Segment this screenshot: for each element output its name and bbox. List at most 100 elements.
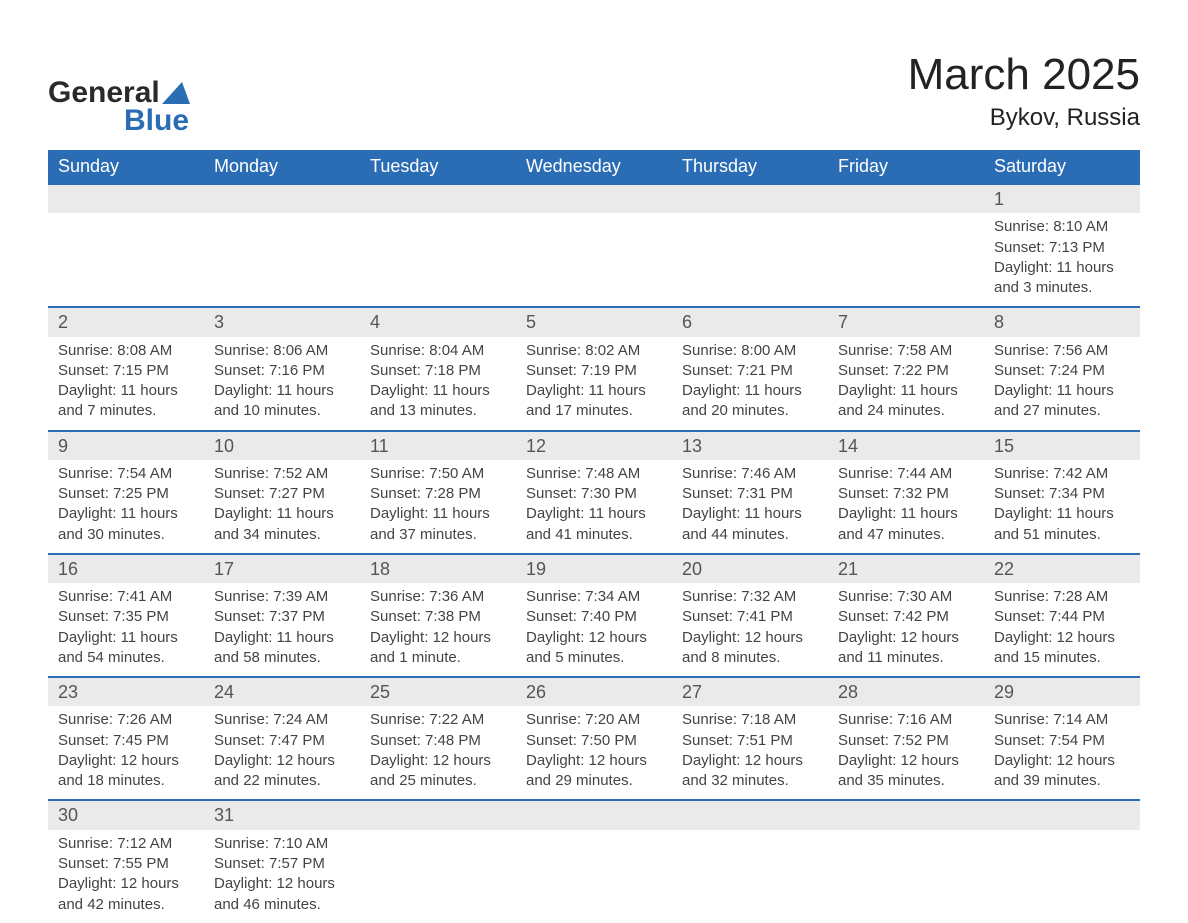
daylight-text: Daylight: 12 hours: [994, 628, 1130, 648]
day-detail-cell: Sunrise: 8:08 AMSunset: 7:15 PMDaylight:…: [48, 337, 204, 431]
day-detail-cell: Sunrise: 7:48 AMSunset: 7:30 PMDaylight:…: [516, 460, 672, 554]
daylight-text: Daylight: 12 hours: [994, 751, 1130, 771]
daynum-row: 2345678: [48, 307, 1140, 336]
sunrise-text: Sunrise: 8:10 AM: [994, 217, 1130, 237]
daylight-text: Daylight: 12 hours: [526, 751, 662, 771]
day-number-cell: 17: [204, 554, 360, 583]
day-number-cell: 5: [516, 307, 672, 336]
daylight-text: and 27 minutes.: [994, 401, 1130, 421]
sunrise-text: Sunrise: 7:39 AM: [214, 587, 350, 607]
daylight-text: Daylight: 12 hours: [214, 874, 350, 894]
day-detail-cell: Sunrise: 7:10 AMSunset: 7:57 PMDaylight:…: [204, 830, 360, 923]
sunset-text: Sunset: 7:25 PM: [58, 484, 194, 504]
daylight-text: Daylight: 11 hours: [58, 504, 194, 524]
daylight-text: and 44 minutes.: [682, 525, 818, 545]
day-number-cell: 10: [204, 431, 360, 460]
daylight-text: and 20 minutes.: [682, 401, 818, 421]
sunrise-text: Sunrise: 8:00 AM: [682, 341, 818, 361]
sunset-text: Sunset: 7:51 PM: [682, 731, 818, 751]
daylight-text: and 15 minutes.: [994, 648, 1130, 668]
calendar-table: SundayMondayTuesdayWednesdayThursdayFrid…: [48, 150, 1140, 923]
sunrise-text: Sunrise: 7:34 AM: [526, 587, 662, 607]
day-number-cell: [828, 184, 984, 213]
sunrise-text: Sunrise: 7:36 AM: [370, 587, 506, 607]
sunrise-text: Sunrise: 7:58 AM: [838, 341, 974, 361]
daylight-text: Daylight: 11 hours: [58, 628, 194, 648]
day-number-cell: [984, 800, 1140, 829]
day-detail-cell: Sunrise: 7:39 AMSunset: 7:37 PMDaylight:…: [204, 583, 360, 677]
day-detail-cell: Sunrise: 7:24 AMSunset: 7:47 PMDaylight:…: [204, 706, 360, 800]
sunrise-text: Sunrise: 7:12 AM: [58, 834, 194, 854]
sunrise-text: Sunrise: 7:50 AM: [370, 464, 506, 484]
daynum-row: 3031: [48, 800, 1140, 829]
weekday-header-row: SundayMondayTuesdayWednesdayThursdayFrid…: [48, 150, 1140, 184]
sunrise-text: Sunrise: 7:20 AM: [526, 710, 662, 730]
sunrise-text: Sunrise: 8:04 AM: [370, 341, 506, 361]
day-detail-cell: Sunrise: 7:14 AMSunset: 7:54 PMDaylight:…: [984, 706, 1140, 800]
daylight-text: and 58 minutes.: [214, 648, 350, 668]
daylight-text: and 24 minutes.: [838, 401, 974, 421]
daylight-text: Daylight: 11 hours: [526, 504, 662, 524]
day-number-cell: [672, 184, 828, 213]
day-number-cell: 26: [516, 677, 672, 706]
daynum-row: 16171819202122: [48, 554, 1140, 583]
day-detail-cell: Sunrise: 8:02 AMSunset: 7:19 PMDaylight:…: [516, 337, 672, 431]
daynum-row: 1: [48, 184, 1140, 213]
day-detail-cell: [672, 213, 828, 307]
sunrise-text: Sunrise: 7:10 AM: [214, 834, 350, 854]
daylight-text: and 10 minutes.: [214, 401, 350, 421]
daylight-text: Daylight: 12 hours: [838, 628, 974, 648]
daylight-text: and 11 minutes.: [838, 648, 974, 668]
day-number-cell: 11: [360, 431, 516, 460]
day-detail-cell: Sunrise: 7:42 AMSunset: 7:34 PMDaylight:…: [984, 460, 1140, 554]
day-detail-cell: Sunrise: 7:41 AMSunset: 7:35 PMDaylight:…: [48, 583, 204, 677]
logo: General Blue: [48, 50, 190, 136]
day-number-cell: 22: [984, 554, 1140, 583]
day-number-cell: 4: [360, 307, 516, 336]
detail-row: Sunrise: 7:54 AMSunset: 7:25 PMDaylight:…: [48, 460, 1140, 554]
day-detail-cell: [360, 830, 516, 923]
day-number-cell: 21: [828, 554, 984, 583]
sunset-text: Sunset: 7:18 PM: [370, 361, 506, 381]
daylight-text: and 42 minutes.: [58, 895, 194, 915]
sunset-text: Sunset: 7:52 PM: [838, 731, 974, 751]
daylight-text: Daylight: 12 hours: [214, 751, 350, 771]
header: General Blue March 2025 Bykov, Russia: [48, 50, 1140, 136]
sunset-text: Sunset: 7:50 PM: [526, 731, 662, 751]
sunset-text: Sunset: 7:54 PM: [994, 731, 1130, 751]
day-number-cell: 20: [672, 554, 828, 583]
day-detail-cell: Sunrise: 7:20 AMSunset: 7:50 PMDaylight:…: [516, 706, 672, 800]
detail-row: Sunrise: 7:41 AMSunset: 7:35 PMDaylight:…: [48, 583, 1140, 677]
daylight-text: Daylight: 11 hours: [214, 628, 350, 648]
sunrise-text: Sunrise: 7:24 AM: [214, 710, 350, 730]
sunset-text: Sunset: 7:34 PM: [994, 484, 1130, 504]
daylight-text: and 46 minutes.: [214, 895, 350, 915]
daylight-text: and 41 minutes.: [526, 525, 662, 545]
day-detail-cell: Sunrise: 8:06 AMSunset: 7:16 PMDaylight:…: [204, 337, 360, 431]
daylight-text: and 5 minutes.: [526, 648, 662, 668]
weekday-header: Sunday: [48, 150, 204, 184]
sunrise-text: Sunrise: 7:32 AM: [682, 587, 818, 607]
day-detail-cell: Sunrise: 8:00 AMSunset: 7:21 PMDaylight:…: [672, 337, 828, 431]
day-detail-cell: [516, 830, 672, 923]
day-detail-cell: Sunrise: 7:54 AMSunset: 7:25 PMDaylight:…: [48, 460, 204, 554]
daylight-text: Daylight: 11 hours: [370, 504, 506, 524]
daylight-text: Daylight: 11 hours: [838, 381, 974, 401]
weekday-header: Saturday: [984, 150, 1140, 184]
day-number-cell: 24: [204, 677, 360, 706]
sunset-text: Sunset: 7:37 PM: [214, 607, 350, 627]
day-number-cell: [204, 184, 360, 213]
day-detail-cell: Sunrise: 7:36 AMSunset: 7:38 PMDaylight:…: [360, 583, 516, 677]
daylight-text: and 51 minutes.: [994, 525, 1130, 545]
daylight-text: Daylight: 11 hours: [370, 381, 506, 401]
day-detail-cell: Sunrise: 8:04 AMSunset: 7:18 PMDaylight:…: [360, 337, 516, 431]
day-number-cell: 8: [984, 307, 1140, 336]
daynum-row: 9101112131415: [48, 431, 1140, 460]
day-detail-cell: [828, 213, 984, 307]
detail-row: Sunrise: 7:12 AMSunset: 7:55 PMDaylight:…: [48, 830, 1140, 923]
sunrise-text: Sunrise: 7:26 AM: [58, 710, 194, 730]
detail-row: Sunrise: 8:10 AMSunset: 7:13 PMDaylight:…: [48, 213, 1140, 307]
sunrise-text: Sunrise: 8:02 AM: [526, 341, 662, 361]
sunset-text: Sunset: 7:28 PM: [370, 484, 506, 504]
daylight-text: and 8 minutes.: [682, 648, 818, 668]
